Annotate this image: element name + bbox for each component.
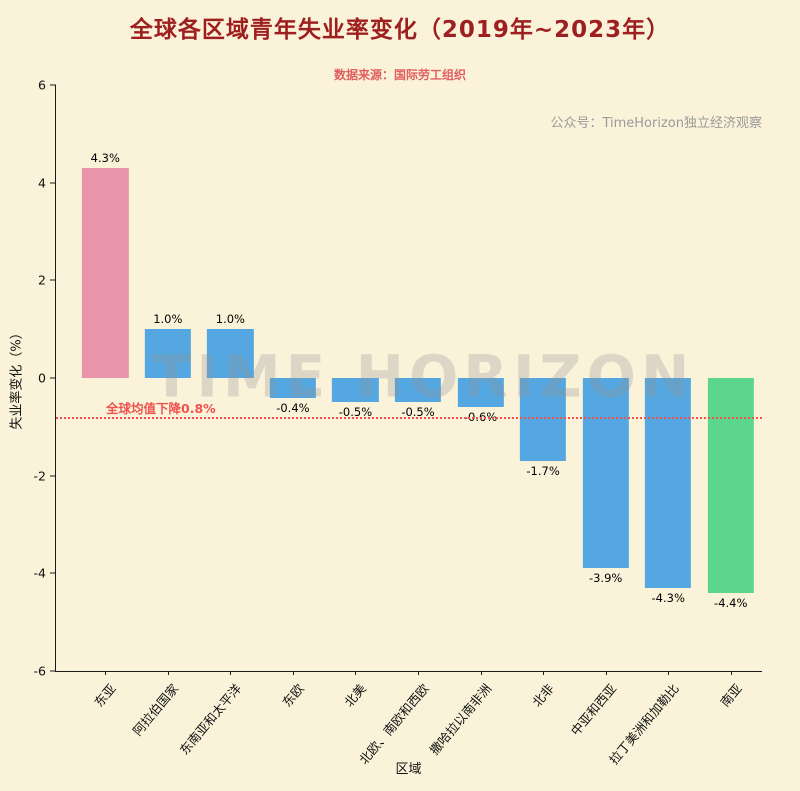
account-watermark: 公众号：TimeHorizon独立经济观察 [550,116,762,131]
bar-value-label: 1.0% [153,312,183,327]
x-tick-mark [292,671,294,675]
y-tick-label: 2 [38,272,46,288]
y-tick-label: -2 [33,468,46,484]
x-tick-label: 中亚和西亚 [567,680,620,739]
bar [144,329,191,378]
x-tick-label: 东欧 [279,680,307,710]
x-tick-label: 撒哈拉以南非洲 [426,680,495,758]
y-tick-mark [50,572,56,574]
y-tick-label: 6 [38,77,46,93]
bar-value-label: -4.4% [714,595,748,610]
y-tick-label: 4 [38,175,46,191]
chart-title: 全球各区域青年失业率变化（2019年~2023年） [129,17,671,43]
y-tick-label: -4 [33,565,46,581]
bar-value-label: -0.5% [401,405,435,420]
bar-column: 1.0% 东南亚和太平洋 [176,85,262,758]
data-source-subtitle: 数据来源：国际劳工组织 [333,68,466,82]
bar-column: -0.4% 东欧 [262,85,325,710]
x-tick-label: 北美 [341,680,370,710]
x-axis-label: 区域 [395,762,422,777]
bar-value-label: 4.3% [90,151,120,166]
x-tick-label: 阿拉伯国家 [129,680,182,739]
bar-column: -0.5% 北欧、南欧和西欧 [356,85,450,767]
x-tick-mark [418,671,419,675]
bar [645,378,692,588]
bar-column: -3.9% 中亚和西亚 [568,85,637,738]
bar-column: -0.5% 北美 [324,85,387,710]
y-tick-mark [50,279,56,281]
x-tick-mark [605,671,607,675]
bar [707,378,754,593]
x-tick-mark [543,671,545,675]
average-annotation: 全球均值下降0.8% [106,401,216,417]
bars-container: 4.3% 东亚 1.0% 阿拉伯国家 1.0% 东南亚和太平洋 -0.4% 东欧 -0.5% 北美… [74,85,762,767]
x-tick-label: 东亚 [91,680,120,710]
y-tick-label: -6 [33,663,46,679]
y-axis-label: 失业率变化（%） [9,326,25,430]
bar-column: 1.0% 阿拉伯国家 [130,85,200,738]
bar-column: -1.7% 北非 [512,85,575,710]
y-tick-mark [50,670,56,672]
bar [207,329,254,378]
y-tick-label: 0 [38,370,46,386]
bar [269,378,317,398]
bar-value-label: -4.3% [651,590,685,605]
bar [582,378,629,569]
bar [82,168,129,378]
bar-value-label: -0.5% [338,405,373,420]
bar [457,378,504,408]
bar [394,378,442,403]
bar [332,378,379,403]
y-tick-mark [50,475,56,477]
plot-area: TIME HORIZON 全球均值下降0.8% 4.3% 东亚 1.0% 阿拉伯国家 1… [34,78,762,767]
bar [519,378,567,462]
bar-column: -4.4% 南亚 [699,85,762,710]
x-tick-label: 南亚 [716,680,745,710]
bar-column: -0.6% 撒哈拉以南非洲 [427,85,512,758]
x-tick-mark [480,671,482,675]
x-tick-mark [105,671,107,675]
x-tick-label: 东南亚和太平洋 [176,680,245,758]
x-tick-mark [167,671,169,675]
x-tick-mark [668,671,670,675]
bar-column: 4.3% 东亚 [74,85,137,710]
bar-value-label: -1.7% [526,464,560,479]
x-tick-label: 北非 [529,680,557,710]
bar-column: -4.3% 拉丁美洲和加勒比 [606,85,700,767]
x-tick-mark [230,671,232,675]
average-reference-line [56,417,762,420]
x-tick-mark [355,671,357,675]
y-tick-mark [50,182,56,184]
bar-value-label: -3.9% [588,571,623,586]
bar-value-label: 1.0% [215,312,245,327]
y-tick-mark [50,377,56,379]
y-tick-mark [50,84,56,86]
x-tick-mark [730,671,732,675]
bar-value-label: -0.4% [276,400,310,415]
